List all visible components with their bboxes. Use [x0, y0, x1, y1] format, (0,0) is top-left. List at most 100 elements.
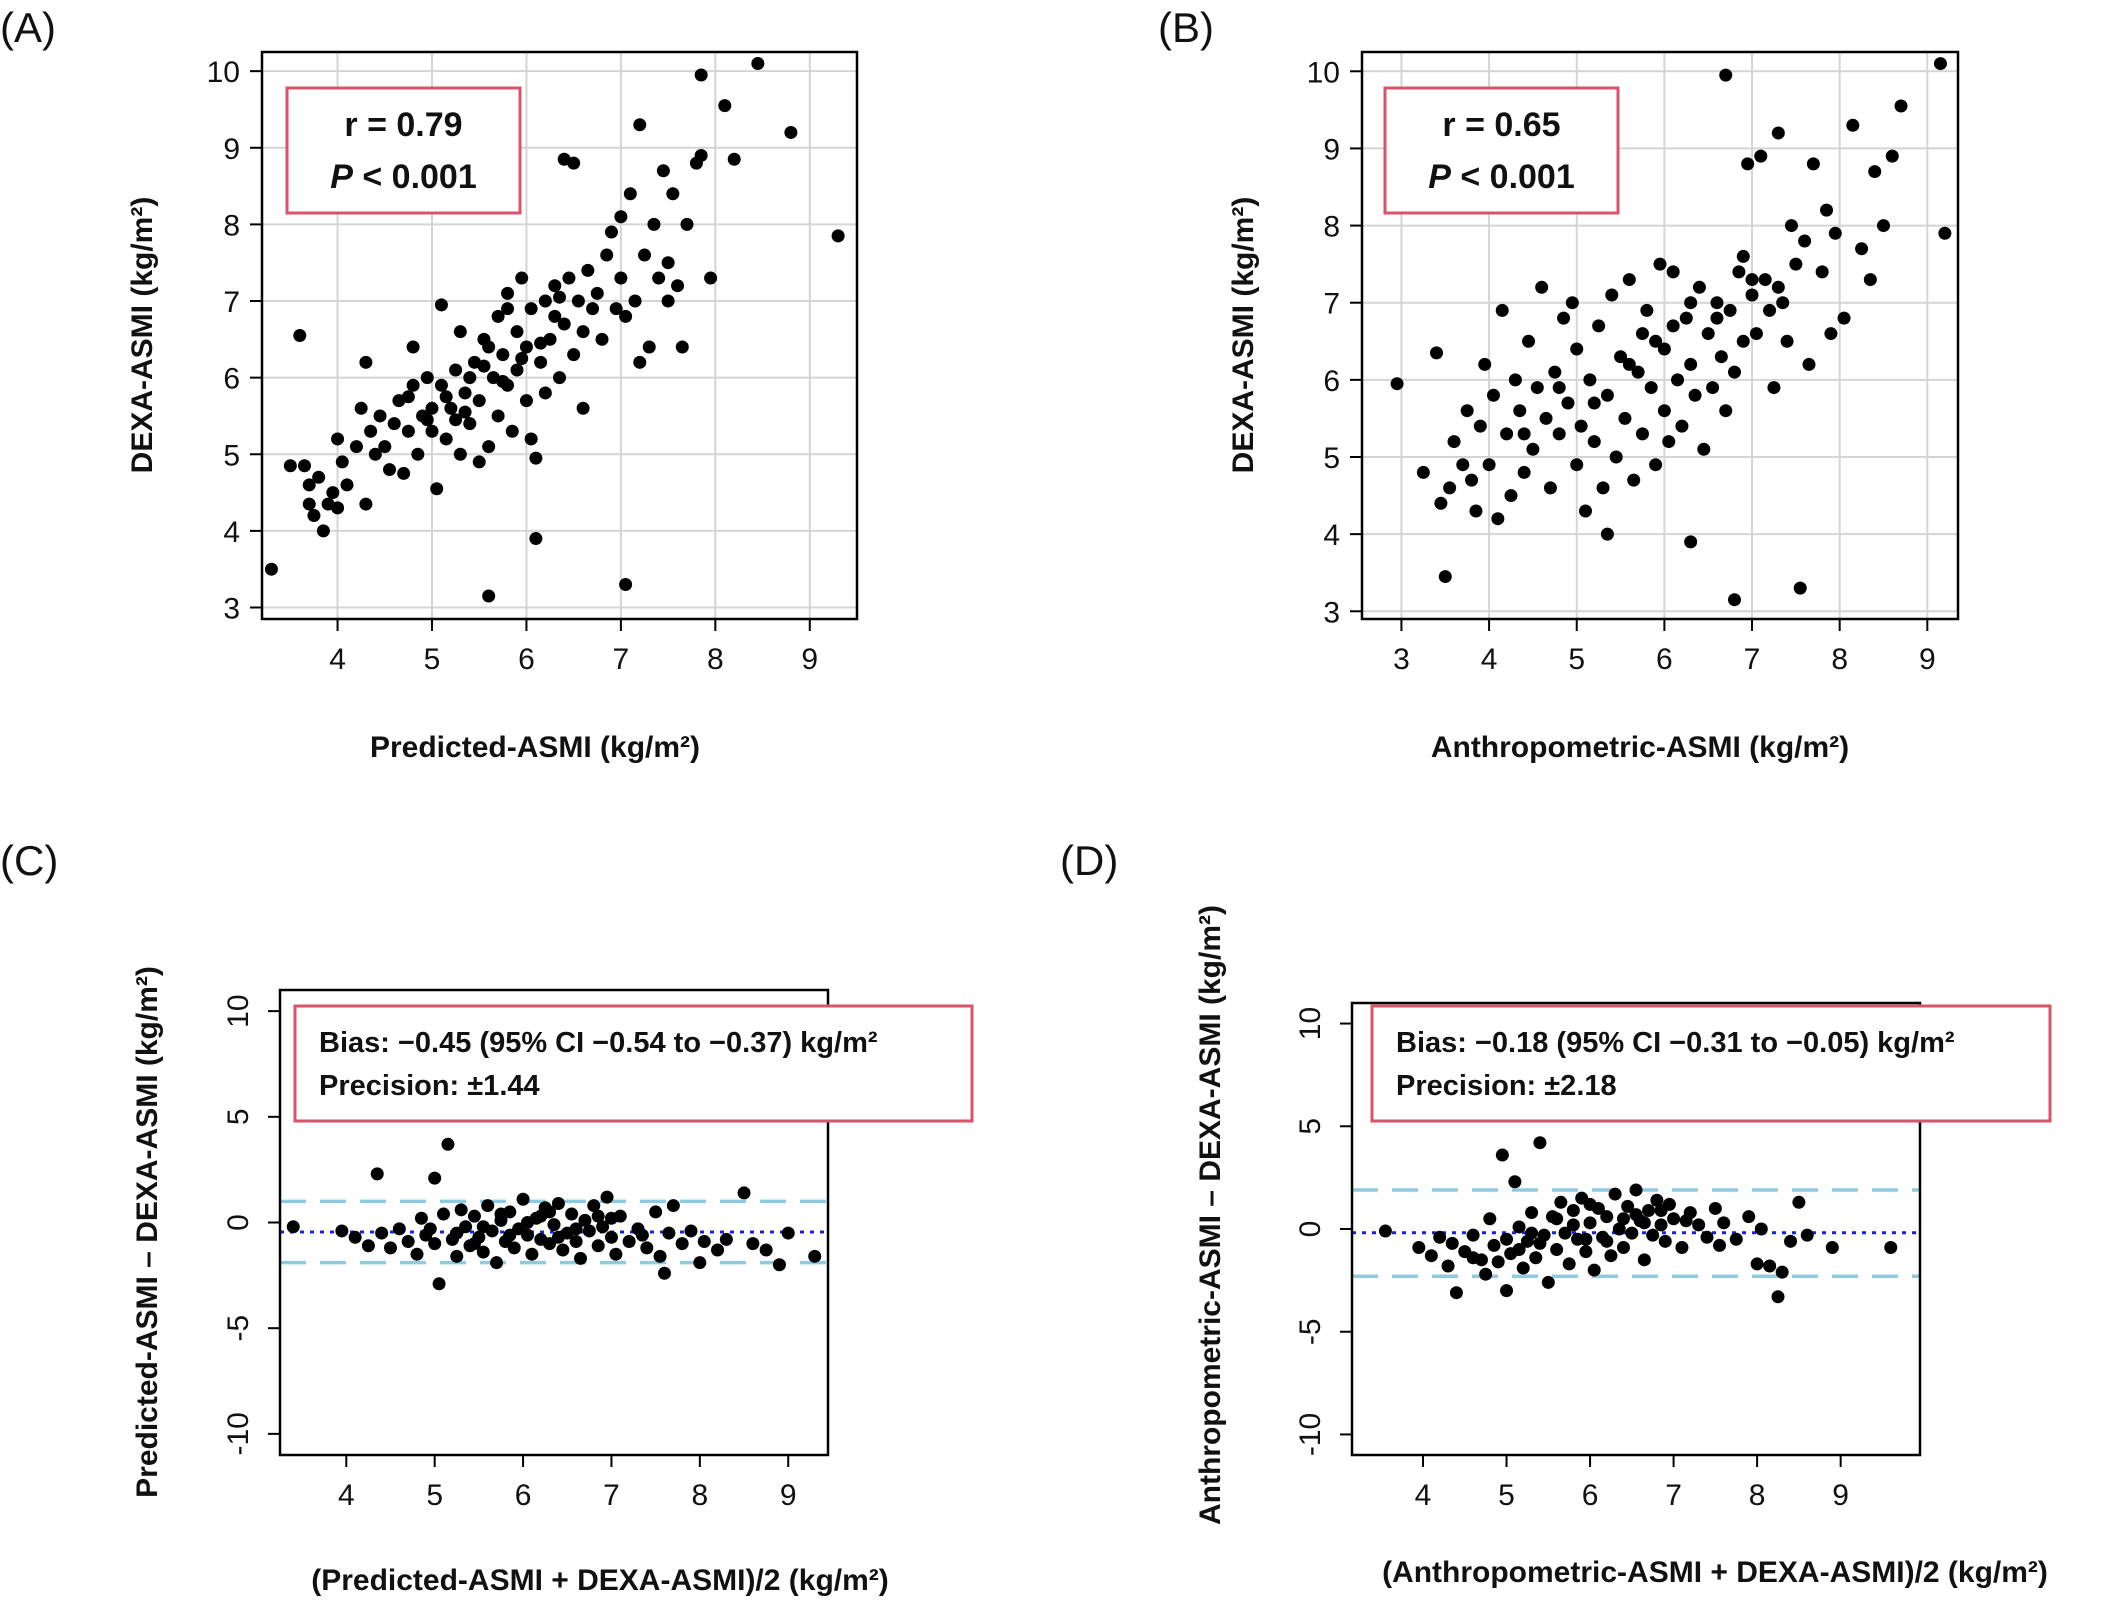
plot-frame [1360, 50, 1960, 621]
data-point [1483, 1212, 1497, 1226]
data-point [364, 424, 378, 438]
data-point [661, 294, 675, 308]
x-tick-label: 5 [1568, 643, 1585, 676]
data-point [1541, 1275, 1555, 1289]
data-point [1650, 1193, 1664, 1207]
data-point [503, 1228, 517, 1242]
data-point [387, 417, 401, 431]
data-point [737, 1186, 751, 1200]
data-point [1837, 311, 1851, 325]
data-point [1478, 357, 1492, 371]
data-point [515, 351, 529, 365]
data-point [647, 217, 661, 231]
data-point [538, 294, 552, 308]
data-point [1658, 1234, 1672, 1248]
data-point [1828, 226, 1842, 240]
data-point [551, 1230, 565, 1244]
data-point [1736, 334, 1750, 348]
data-point [1710, 296, 1724, 310]
data-point [694, 148, 708, 162]
data-point [1767, 381, 1781, 395]
data-point [1495, 1148, 1509, 1162]
data-point [340, 478, 354, 492]
data-point [496, 374, 510, 388]
data-point [1692, 1218, 1706, 1232]
data-point [316, 524, 330, 538]
data-point [1679, 1214, 1693, 1228]
stats-box [293, 1004, 974, 1123]
data-point [524, 432, 538, 446]
data-point [680, 217, 694, 231]
x-axis-label: (Anthropometric-ASMI + DEXA-ASMI)/2 (kg/… [1382, 1556, 2048, 1589]
data-point [1557, 311, 1571, 325]
data-point [444, 401, 458, 415]
data-point [1565, 296, 1579, 310]
y-tick-label: 5 [223, 439, 240, 472]
p-value-text: P < 0.001 [330, 158, 477, 196]
data-point [1570, 458, 1584, 472]
data-point [1708, 1201, 1722, 1215]
y-tick-label: 3 [1323, 596, 1340, 629]
y-tick-label: 10 [1294, 1007, 1327, 1040]
data-point [571, 294, 585, 308]
data-point [510, 325, 524, 339]
data-point [751, 56, 765, 70]
x-axis-label: Predicted-ASMI (kg/m²) [370, 731, 700, 764]
data-point [1868, 165, 1882, 179]
x-tick-label: 6 [1656, 643, 1673, 676]
y-tick-label: 5 [222, 1108, 255, 1125]
data-point [1430, 346, 1443, 360]
data-point [781, 1226, 795, 1240]
data-point [1612, 1222, 1626, 1236]
data-point [1719, 404, 1733, 418]
data-point [693, 1256, 707, 1270]
data-point [463, 417, 477, 431]
data-point [458, 386, 472, 400]
data-point [1713, 1238, 1727, 1252]
data-point [1657, 404, 1671, 418]
data-point [1616, 1212, 1630, 1226]
data-point [576, 401, 590, 415]
data-point [604, 1230, 618, 1244]
correlation-text: r = 0.65 [1442, 106, 1560, 144]
data-point [1780, 334, 1794, 348]
data-point [348, 1230, 362, 1244]
data-point [428, 1171, 442, 1185]
data-point [1508, 373, 1522, 387]
data-point [1530, 381, 1544, 395]
data-point [595, 332, 609, 346]
data-point [656, 164, 670, 178]
x-tick-label: 8 [691, 1479, 708, 1512]
data-point [335, 1224, 349, 1238]
data-point [1482, 458, 1496, 472]
y-tick-label: 10 [222, 994, 255, 1027]
data-point [529, 451, 543, 465]
data-point [501, 302, 515, 316]
data-point [1649, 334, 1663, 348]
data-point [1933, 57, 1947, 71]
data-point [1554, 1195, 1568, 1209]
data-point [519, 340, 533, 354]
data-point [441, 1137, 455, 1151]
data-point [1473, 419, 1487, 433]
data-point [619, 578, 633, 592]
data-point [264, 562, 278, 576]
data-point [569, 1222, 583, 1236]
data-point [1516, 1261, 1530, 1275]
data-point [1535, 280, 1549, 294]
y-tick-label: 10 [207, 56, 240, 89]
data-point [1434, 496, 1448, 510]
data-point [635, 1228, 649, 1242]
data-point [1758, 273, 1772, 287]
data-point [1657, 342, 1671, 356]
data-point [449, 413, 463, 427]
x-tick-label: 4 [1415, 1479, 1432, 1512]
data-point [569, 1235, 583, 1249]
data-point [567, 156, 581, 170]
data-point [1742, 1210, 1756, 1224]
data-point [1717, 1216, 1731, 1230]
data-point [414, 1211, 428, 1225]
data-point [501, 286, 515, 300]
data-point [1486, 388, 1500, 402]
data-point [1938, 226, 1952, 240]
